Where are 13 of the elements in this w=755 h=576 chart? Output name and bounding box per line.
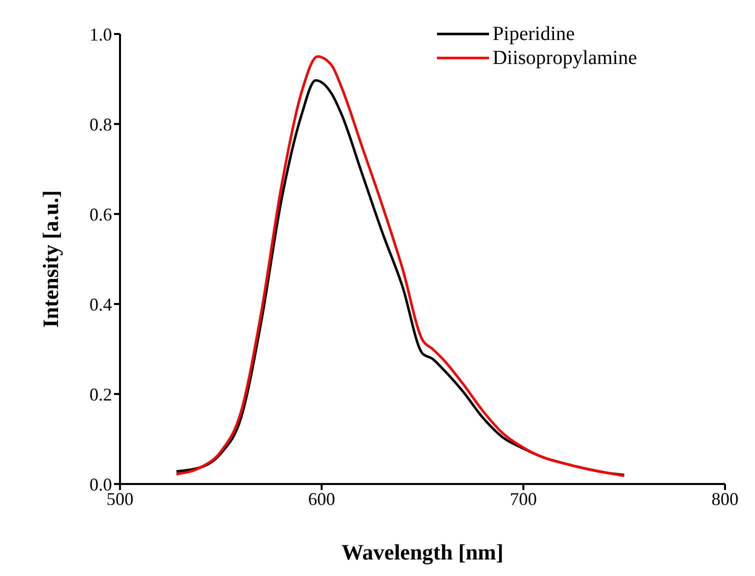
y-tick-label: 0.2 [90,384,112,404]
y-axis-title: Intensity [a.u.] [38,190,63,328]
x-tick-label: 800 [712,488,738,509]
y-tick-label: 0.4 [90,294,112,314]
y-tick-label: 0.8 [90,114,112,134]
x-tick-label: 700 [510,488,537,509]
legend-label: Diisopropylamine [492,46,637,70]
y-tick-label: 1.0 [90,24,112,44]
x-axis-title: Wavelength [nm] [342,540,504,565]
x-tick-label: 600 [308,488,336,509]
y-tick-label: 0.0 [90,474,112,494]
y-tick-label: 0.6 [90,204,112,224]
legend-label: Piperidine [492,22,575,46]
